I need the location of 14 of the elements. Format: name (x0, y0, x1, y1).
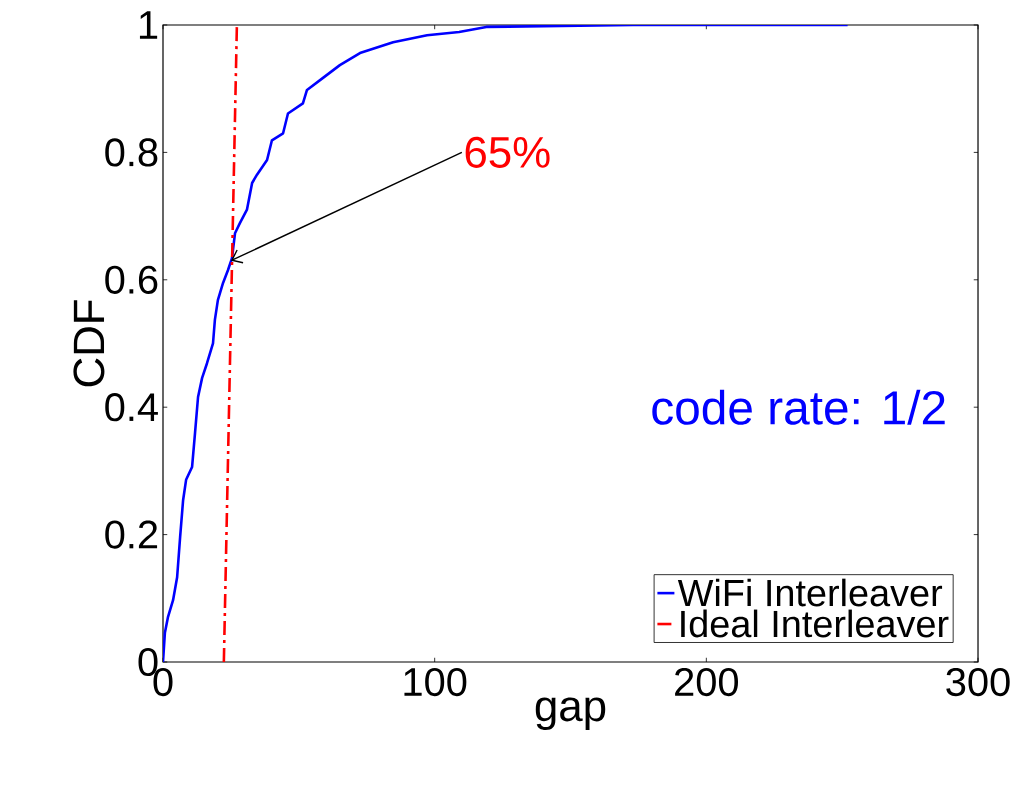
x-axis-title: gap (535, 697, 606, 731)
y-tick-label: 0.2 (105, 520, 158, 549)
y-tick-label: 0.8 (105, 138, 158, 167)
x-tick-label: 300 (946, 667, 1010, 697)
x-tick-label: 100 (404, 667, 467, 697)
annotation: 65% (465, 136, 550, 168)
legend-label: Ideal Interleaver (681, 609, 949, 638)
x-tick-label: 200 (675, 667, 739, 697)
y-tick-label: 0.6 (105, 265, 158, 294)
legend-label: WiFi Interleaver (677, 578, 943, 607)
y-tick-label: 1 (139, 11, 158, 39)
annotation: code rate: 1/2 (652, 389, 945, 425)
y-axis-title: CDF (73, 300, 105, 387)
y-tick-label: 0.4 (105, 393, 158, 422)
